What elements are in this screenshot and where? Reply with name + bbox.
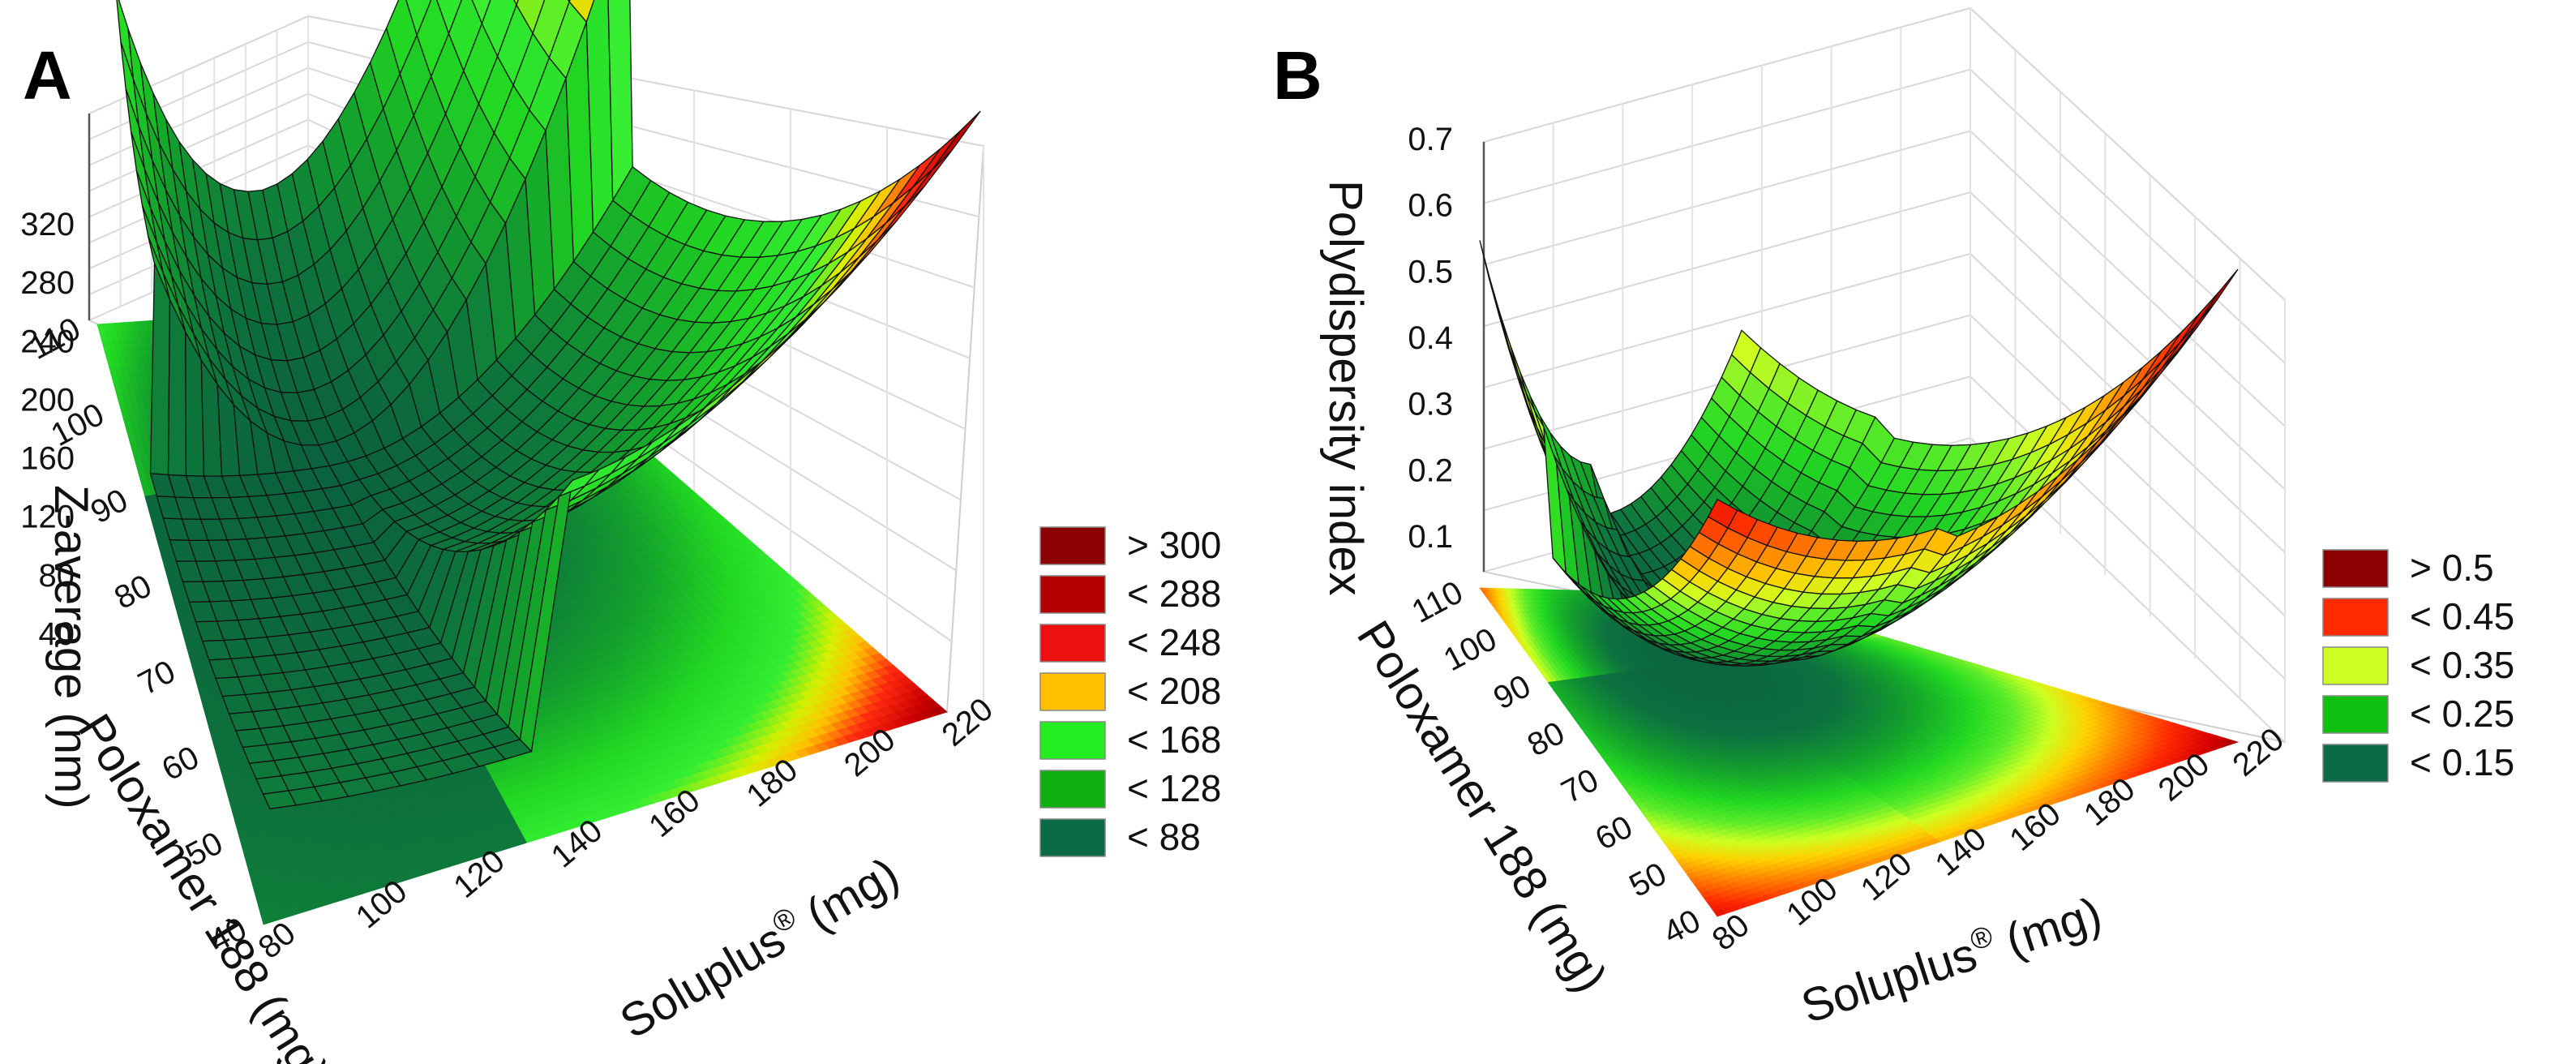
panel-a-label: A	[23, 37, 72, 114]
